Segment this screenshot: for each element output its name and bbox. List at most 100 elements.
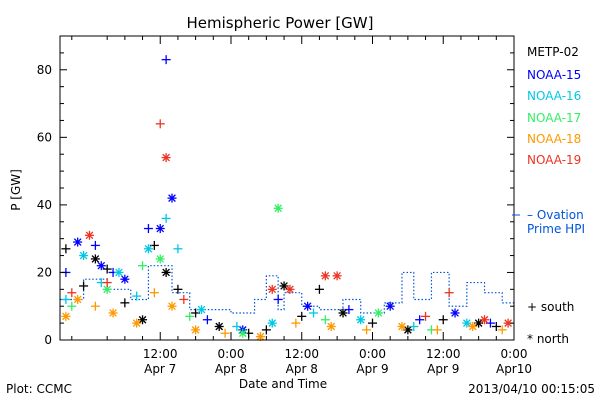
point-metp02-north — [90, 254, 100, 264]
point-metp02-north — [161, 267, 171, 277]
x-tick-label-date: Apr10 — [496, 362, 532, 376]
point-noaa19-south — [179, 294, 189, 304]
point-noaa15-south — [415, 315, 425, 325]
legend-south: + south — [527, 300, 574, 314]
legend-entry-metp02: METP-02 — [527, 45, 579, 59]
point-noaa16-south — [409, 321, 419, 331]
point-metp02-south — [297, 311, 307, 321]
point-noaa19-north — [332, 271, 342, 281]
point-noaa18-north — [167, 301, 177, 311]
point-noaa16-south — [173, 244, 183, 254]
x-tick-label-time: 12:00 — [284, 347, 319, 361]
point-metp02-south — [261, 325, 271, 335]
point-noaa17-south — [185, 311, 195, 321]
point-noaa16-north — [267, 318, 277, 328]
plot-timestamp: 2013/04/10 00:15:05 — [468, 382, 595, 396]
point-metp02-south — [120, 298, 130, 308]
point-noaa18-south — [497, 325, 507, 335]
point-noaa15-south — [273, 294, 283, 304]
point-metp02-south — [61, 244, 71, 254]
point-noaa16-north — [143, 244, 153, 254]
x-tick-label-date: Apr 8 — [286, 362, 318, 376]
legend-north: * north — [527, 332, 569, 346]
point-noaa16-north — [79, 251, 89, 261]
legend-entry-noaa15: NOAA-15 — [527, 68, 581, 82]
point-noaa15-south — [161, 55, 171, 65]
point-noaa19-north — [320, 271, 330, 281]
point-noaa17-south — [138, 261, 148, 271]
point-noaa16-south — [161, 213, 171, 223]
point-noaa17-south — [67, 301, 77, 311]
point-noaa15-north — [96, 261, 106, 271]
legend: METP-02 NOAA-15 NOAA-16 NOAA-17 NOAA-18 … — [512, 45, 585, 346]
x-tick-label-time: 12:00 — [143, 347, 178, 361]
point-noaa16-north — [356, 315, 366, 325]
point-noaa16-north — [114, 267, 124, 277]
legend-entry-noaa16: NOAA-16 — [527, 89, 581, 103]
point-noaa19-south — [444, 288, 454, 298]
point-noaa15-north — [167, 193, 177, 203]
y-tick-label: 0 — [44, 333, 52, 347]
point-noaa16-south — [132, 291, 142, 301]
point-metp02-north — [338, 308, 348, 318]
x-tick-label-time: 0:00 — [218, 347, 245, 361]
point-noaa19-south — [67, 288, 77, 298]
point-noaa19-south — [102, 278, 112, 288]
point-noaa15-north — [155, 224, 165, 234]
x-axis-label: Date and Time — [239, 377, 327, 391]
legend-entry-noaa18: NOAA-18 — [527, 132, 581, 146]
point-noaa15-south — [202, 315, 212, 325]
point-noaa17-south — [320, 315, 330, 325]
legend-entry-noaa17: NOAA-17 — [527, 111, 581, 125]
point-noaa19-north — [84, 230, 94, 240]
legend-entry-ovation-line2: Prime HPI — [527, 222, 585, 236]
point-noaa15-north — [303, 301, 313, 311]
point-noaa19-north — [480, 315, 490, 325]
x-tick-label-date: Apr 8 — [215, 362, 247, 376]
point-noaa19-south — [421, 311, 431, 321]
point-noaa16-south — [232, 321, 242, 331]
point-noaa16-north — [462, 318, 472, 328]
point-noaa15-north — [73, 237, 83, 247]
point-noaa19-north — [267, 284, 277, 294]
point-noaa15-south — [90, 240, 100, 250]
y-tick-label: 60 — [37, 130, 52, 144]
y-axis-label: P [GW] — [9, 169, 23, 211]
point-noaa15-north — [450, 308, 460, 318]
ovation-hpi-line — [60, 265, 515, 314]
point-metp02-north — [214, 321, 224, 331]
point-noaa15-south — [143, 224, 153, 234]
point-noaa18-north — [61, 311, 71, 321]
y-tick-label: 80 — [37, 63, 52, 77]
point-noaa15-south — [344, 305, 354, 315]
x-tick-label-date: Apr 9 — [427, 362, 459, 376]
point-metp02-north — [279, 281, 289, 291]
point-noaa18-north — [73, 294, 83, 304]
point-noaa15-north — [385, 301, 395, 311]
point-noaa16-north — [197, 305, 207, 315]
legend-entry-noaa19: NOAA-19 — [527, 153, 581, 167]
chart-title: Hemispheric Power [GW] — [187, 14, 374, 32]
point-noaa18-north — [132, 318, 142, 328]
point-noaa18-north — [191, 325, 201, 335]
plot-frame — [59, 35, 515, 341]
point-noaa18-south — [291, 318, 301, 328]
point-noaa15-north — [120, 274, 130, 284]
point-noaa17-north — [238, 328, 248, 338]
point-metp02-south — [314, 284, 324, 294]
x-tick-label-time: 0:00 — [359, 347, 386, 361]
x-tick-label-date: Apr 9 — [356, 362, 388, 376]
point-metp02-south — [367, 318, 377, 328]
point-noaa18-north — [468, 321, 478, 331]
point-noaa19-north — [285, 284, 295, 294]
legend-entry-ovation-line1: – Ovation — [527, 208, 584, 222]
point-noaa18-north — [326, 321, 336, 331]
y-tick-label: 40 — [37, 198, 52, 212]
point-noaa18-south — [220, 328, 230, 338]
point-noaa19-north — [161, 153, 171, 163]
point-metp02-south — [79, 281, 89, 291]
plot-credit: Plot: CCMC — [6, 382, 72, 396]
point-metp02-south — [438, 315, 448, 325]
